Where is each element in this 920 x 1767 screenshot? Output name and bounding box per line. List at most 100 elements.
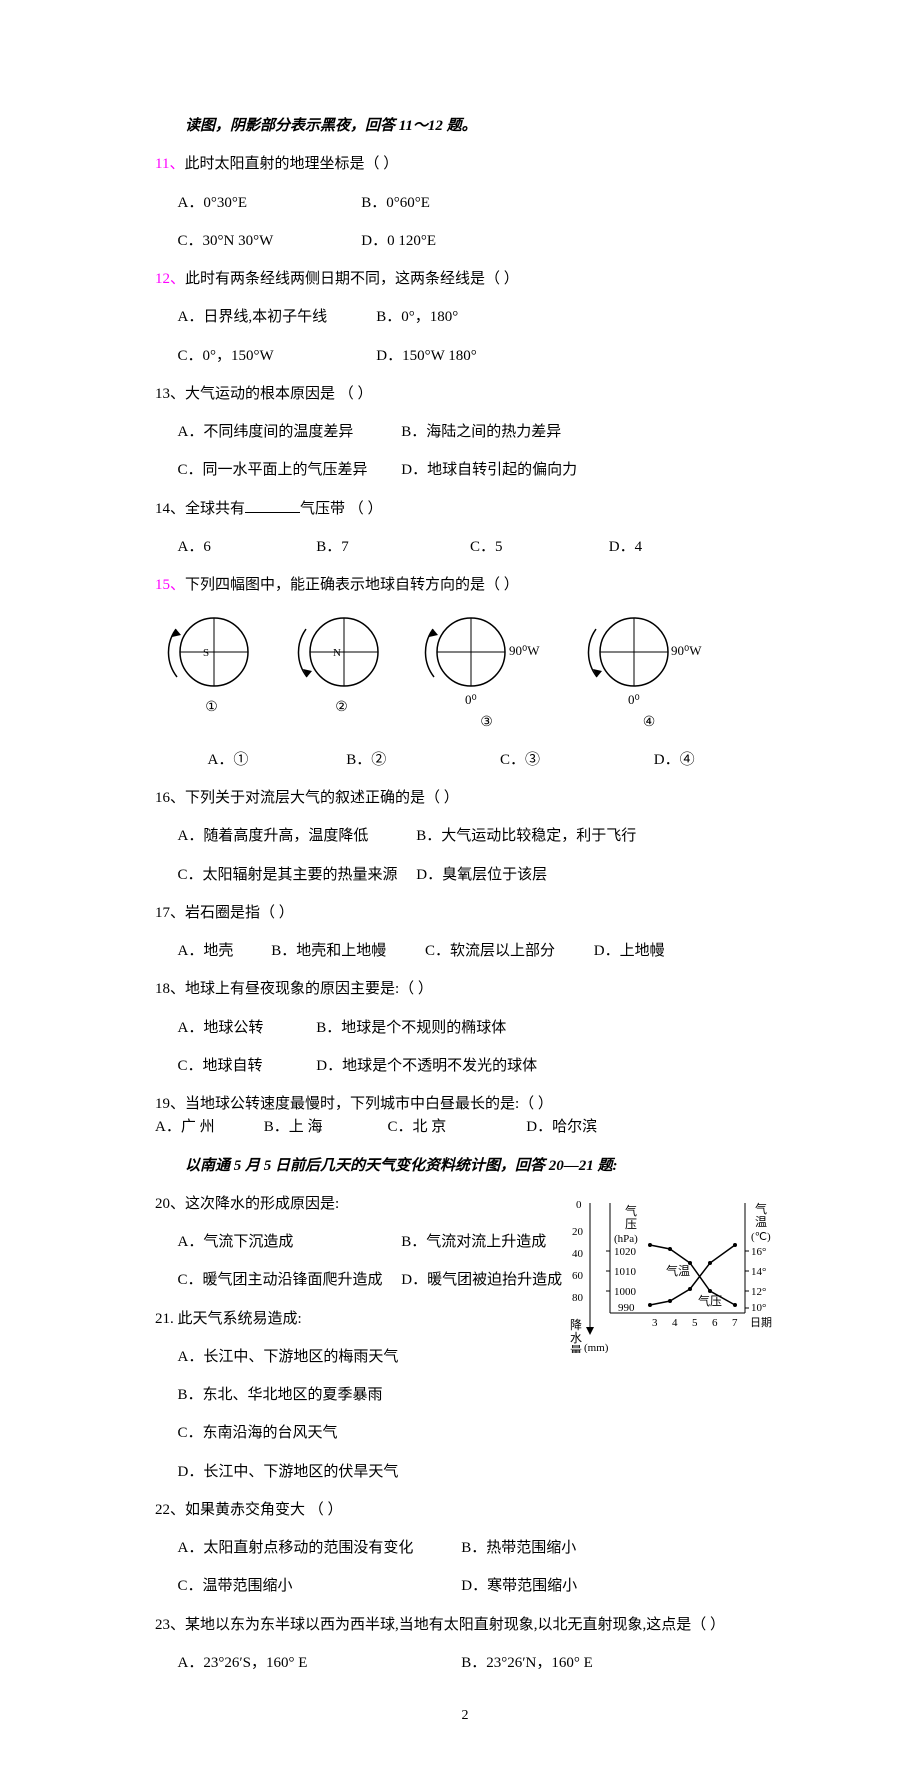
q17-d: D．上地幔	[594, 940, 665, 963]
globe-icon: 90⁰W 0⁰	[579, 607, 719, 712]
q18-stem: 地球上有昼夜现象的原因主要是:（ ）	[185, 981, 433, 997]
q21-b: B．东北、华北地区的夏季暴雨	[155, 1384, 775, 1407]
svg-text:0: 0	[576, 1199, 582, 1211]
q15-dia-3: 90⁰W 0⁰ ③	[419, 607, 554, 734]
q22-stem: 如果黄赤交角变大 （ ）	[185, 1502, 343, 1518]
svg-text:1020: 1020	[614, 1246, 637, 1258]
globe-icon: N	[289, 607, 394, 697]
q20-num: 20、	[155, 1196, 185, 1212]
q22-a: A．太阳直射点移动的范围没有变化	[178, 1537, 458, 1560]
q19-a: A．广 州	[155, 1116, 260, 1139]
q16-num: 16、	[155, 790, 185, 806]
svg-text:气温: 气温	[666, 1263, 690, 1278]
q23-stem: 某地以东为东半球以西为西半球,当地有太阳直射现象,以北无直射现象,这点是（ ）	[185, 1617, 725, 1633]
svg-text:16°: 16°	[751, 1246, 766, 1258]
instruction-20-21: 以南通 5 月 5 日前后几天的天气变化资料统计图，回答 20—21 题:	[155, 1155, 775, 1178]
page-number: 2	[155, 1705, 775, 1727]
q17-a: A．地壳	[178, 940, 268, 963]
q14: 14、全球共有气压带 （ ）	[155, 498, 775, 521]
svg-text:1000: 1000	[614, 1286, 637, 1298]
q16: 16、下列关于对流层大气的叙述正确的是（ ）	[155, 787, 775, 810]
q12-opts-cd: C．0°，150°W D．150°W 180°	[155, 345, 775, 368]
q19: 19、当地球公转速度最慢时，下列城市中白昼最长的是:（ ）	[155, 1093, 775, 1116]
q13-c: C．同一水平面上的气压差异	[178, 459, 398, 482]
q18-a: A．地球公转	[178, 1017, 313, 1040]
globe-icon: S	[159, 607, 264, 697]
q14-opts: A．6 B．7 C．5 D．4	[155, 536, 775, 559]
q23-a: A．23°26′S，160° E	[178, 1652, 458, 1675]
svg-text:0⁰: 0⁰	[628, 692, 640, 707]
q17: 17、岩石圈是指（ ）	[155, 902, 775, 925]
q11-a: A．0°30°E	[178, 192, 358, 215]
svg-text:60: 60	[572, 1270, 584, 1282]
svg-text:5: 5	[692, 1317, 698, 1329]
q14-num: 14、	[155, 501, 185, 517]
q13-opts-ab: A．不同纬度间的温度差异 B．海陆之间的热力差异	[155, 421, 775, 444]
q18-opts-cd: C．地球自转 D．地球是个不透明不发光的球体	[155, 1055, 775, 1078]
svg-text:12°: 12°	[751, 1286, 766, 1298]
q23-b: B．23°26′N，160° E	[461, 1652, 593, 1675]
q12-stem: 此时有两条经线两侧日期不同，这两条经线是（ ）	[185, 271, 519, 287]
svg-text:N: N	[333, 647, 341, 659]
q21-d: D．长江中、下游地区的伏旱天气	[155, 1461, 775, 1484]
q15-diagrams: S ① N ②	[159, 607, 775, 734]
q15-dia-4: 90⁰W 0⁰ ④	[579, 607, 719, 734]
q12-c: C．0°，150°W	[178, 345, 373, 368]
svg-text:气: 气	[755, 1201, 767, 1216]
svg-text:气压: 气压	[698, 1293, 722, 1308]
svg-text:1010: 1010	[614, 1266, 637, 1278]
q18-opts-ab: A．地球公转 B．地球是个不规则的椭球体	[155, 1017, 775, 1040]
q13-a: A．不同纬度间的温度差异	[178, 421, 398, 444]
svg-text:6: 6	[712, 1317, 718, 1329]
q17-num: 17、	[155, 905, 185, 921]
q14-d: D．4	[609, 536, 642, 559]
q15-b: B．②	[346, 749, 496, 772]
svg-text:水: 水	[570, 1331, 582, 1345]
q15-dia-2: N ②	[289, 607, 394, 719]
q18-c: C．地球自转	[178, 1055, 313, 1078]
svg-text:S: S	[203, 647, 209, 659]
q19-stem: 当地球公转速度最慢时，下列城市中白昼最长的是:（ ）	[185, 1096, 553, 1112]
svg-text:990: 990	[618, 1302, 635, 1314]
q11-b: B．0°60°E	[361, 192, 430, 215]
globe-icon: 90⁰W 0⁰	[419, 607, 554, 712]
svg-text:(℃): (℃)	[751, 1231, 771, 1243]
q17-b: B．地壳和上地幔	[271, 940, 421, 963]
q16-opts-cd: C．太阳辐射是其主要的热量来源 D．臭氧层位于该层	[155, 864, 775, 887]
q22-c: C．温带范围缩小	[178, 1575, 458, 1598]
q14-stem-r: 气压带 （ ）	[300, 501, 383, 517]
q12: 12、此时有两条经线两侧日期不同，这两条经线是（ ）	[155, 268, 775, 291]
q20-21-block: 0 20 40 60 80 气 压 (hPa) 1020 1010 1000 9…	[155, 1193, 775, 1484]
q11-opts-cd: C．30°N 30°W D．0 120°E	[155, 230, 775, 253]
q16-c: C．太阳辐射是其主要的热量来源	[178, 864, 413, 887]
instruction-11-12: 读图，阴影部分表示黑夜，回答 11～12 题。	[155, 115, 775, 138]
weather-chart: 0 20 40 60 80 气 压 (hPa) 1020 1010 1000 9…	[570, 1193, 785, 1361]
page-content: 读图，阴影部分表示黑夜，回答 11～12 题。 11、此时太阳直射的地理坐标是（…	[0, 0, 920, 1767]
q11-c: C．30°N 30°W	[178, 230, 358, 253]
svg-text:4: 4	[672, 1317, 678, 1329]
q18-num: 18、	[155, 981, 185, 997]
q19-d: D．哈尔滨	[526, 1116, 597, 1139]
q20-d: D．暖气团被迫抬升造成	[401, 1269, 562, 1292]
q15-stem: 下列四幅图中，能正确表示地球自转方向的是（ ）	[185, 577, 519, 593]
q18-d: D．地球是个不透明不发光的球体	[316, 1055, 537, 1078]
q11-num: 11、	[155, 156, 184, 172]
q17-c: C．软流层以上部分	[425, 940, 590, 963]
q21-c: C．东南沿海的台风天气	[155, 1422, 775, 1445]
q19-c: C．北 京	[388, 1116, 523, 1139]
q22-opts-ab: A．太阳直射点移动的范围没有变化 B．热带范围缩小	[155, 1537, 775, 1560]
svg-text:日期: 日期	[750, 1316, 772, 1329]
q14-c: C．5	[470, 536, 605, 559]
q11-stem: 此时太阳直射的地理坐标是（ ）	[184, 156, 398, 172]
svg-text:3: 3	[652, 1317, 658, 1329]
svg-text:80: 80	[572, 1292, 584, 1304]
svg-text:量: 量	[570, 1344, 582, 1353]
q12-b: B．0°，180°	[376, 306, 458, 329]
svg-text:气: 气	[625, 1203, 637, 1218]
q15-c: C．③	[500, 749, 650, 772]
q15-d: D．④	[654, 749, 695, 772]
q16-a: A．随着高度升高，温度降低	[178, 825, 413, 848]
svg-text:14°: 14°	[751, 1266, 766, 1278]
q15-dia1-label: ①	[205, 697, 218, 719]
q19-b: B．上 海	[264, 1116, 384, 1139]
